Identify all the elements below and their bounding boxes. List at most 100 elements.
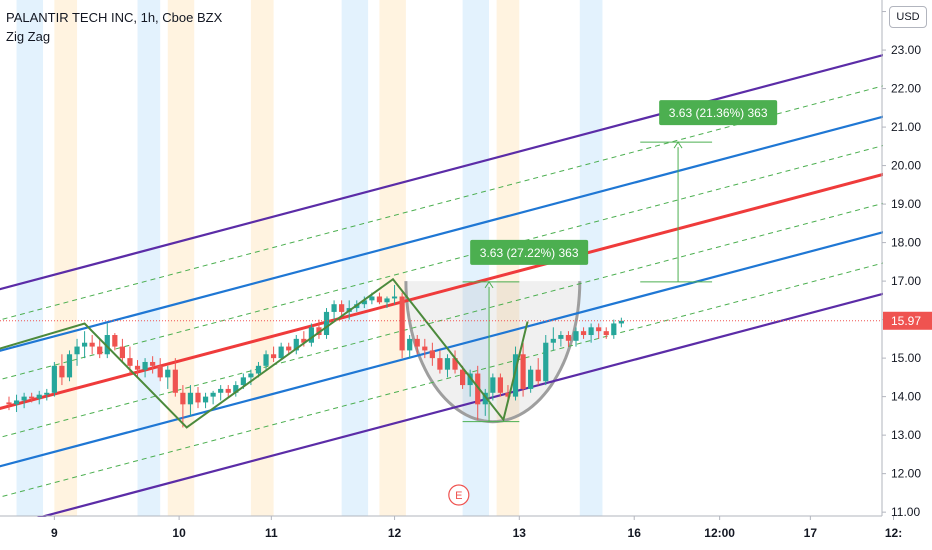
candle-body <box>497 377 503 393</box>
x-tick-label: 12: <box>885 526 902 540</box>
channel-line <box>0 162 925 411</box>
candle-body <box>82 342 88 347</box>
candle-body <box>444 358 451 370</box>
candle-body <box>157 365 163 378</box>
candle-body <box>36 394 42 399</box>
candle-body <box>429 350 435 359</box>
y-tick-label: 14.00 <box>891 390 921 404</box>
session-band <box>137 0 161 516</box>
candle-body <box>104 335 110 355</box>
candle-body <box>528 369 534 389</box>
candle-body <box>66 354 73 378</box>
candle-body <box>13 400 20 405</box>
channel-line <box>0 192 924 438</box>
candle-body <box>467 373 473 386</box>
candle-body <box>482 392 488 405</box>
channel-line <box>0 43 925 291</box>
x-tick-label: 10 <box>172 526 186 540</box>
candle-body <box>543 342 549 382</box>
candle-body <box>331 304 337 312</box>
symbol-title: PALANTIR TECH INC, 1h, Cboe BZX <box>6 10 223 25</box>
candle-body <box>74 346 80 355</box>
candle-body <box>187 392 194 405</box>
x-tick-label: 17 <box>804 526 818 540</box>
candle-body <box>119 346 125 359</box>
candle-body <box>323 311 330 336</box>
candle-body <box>580 331 587 336</box>
candle-body <box>512 354 519 397</box>
channel-line <box>0 251 924 498</box>
candle-body <box>422 346 428 351</box>
candle-body <box>21 396 27 401</box>
candle-body <box>414 338 420 347</box>
candle-body <box>180 392 186 405</box>
candle-body <box>611 323 617 336</box>
candle-body <box>112 335 118 347</box>
earnings-event-marker <box>448 484 470 506</box>
y-tick-label: 22.00 <box>891 82 921 96</box>
indicator-name: Zig Zag <box>6 29 51 44</box>
candle-body <box>301 338 307 343</box>
y-tick-label: 19.00 <box>891 197 921 211</box>
candle-body <box>286 346 292 351</box>
candle-body <box>565 335 572 341</box>
current-price-tag <box>883 311 932 330</box>
x-tick-label: 12:00 <box>704 526 735 540</box>
candle-body <box>202 396 209 403</box>
measure-label: 3.63 (21.36%) 363 <box>669 106 768 120</box>
candle-body <box>6 402 12 405</box>
y-tick-label: 11.00 <box>891 505 920 519</box>
measure-label-box <box>659 100 778 126</box>
candle-body <box>308 327 314 343</box>
candle-body <box>361 300 367 305</box>
candle-body <box>452 358 458 370</box>
candle-body <box>535 369 541 382</box>
candle-body <box>127 358 133 366</box>
channel-line <box>0 134 924 381</box>
session-band <box>379 0 406 516</box>
candle-body <box>460 369 466 386</box>
currency-button[interactable]: USD <box>889 6 927 28</box>
measure-label-box <box>470 239 589 265</box>
candle-body <box>233 385 239 393</box>
measure-arrow <box>484 280 494 289</box>
candle-body <box>490 377 496 393</box>
candle-body <box>97 346 103 355</box>
time-axis-bg <box>0 517 882 550</box>
y-tick-label: 12.00 <box>891 467 921 481</box>
candle-body <box>44 392 50 395</box>
candle-body <box>29 396 35 399</box>
candle-body <box>339 304 345 312</box>
candle-body <box>134 365 141 370</box>
session-band <box>250 0 274 516</box>
candle-body <box>172 369 178 393</box>
candle-body <box>218 388 224 393</box>
session-band <box>579 0 603 516</box>
candle-body <box>596 327 602 332</box>
measure-arrow <box>673 141 683 149</box>
session-highlights <box>16 0 603 516</box>
candle-body <box>399 296 405 351</box>
candle-body <box>165 369 171 378</box>
zigzag-indicator <box>0 277 529 429</box>
candle-body <box>603 331 609 336</box>
candle-body <box>573 331 579 341</box>
candle-body <box>271 354 277 359</box>
x-tick-label: 13 <box>513 526 527 540</box>
session-band <box>54 0 78 516</box>
chart-legend: PALANTIR TECH INC, 1h, Cboe BZX Zig Zag <box>6 8 222 46</box>
candle-body <box>384 298 390 303</box>
candle-body <box>59 365 65 378</box>
candle-body <box>618 320 624 324</box>
y-tick-label: 13.00 <box>891 428 921 442</box>
y-tick-label: 23.00 <box>891 43 921 57</box>
candle-body <box>391 296 398 299</box>
candle-body <box>505 392 511 397</box>
channel-line <box>0 220 925 468</box>
candle-body <box>293 338 299 351</box>
y-tick-label: 20.00 <box>891 159 921 173</box>
x-tick-label: 9 <box>51 526 58 540</box>
